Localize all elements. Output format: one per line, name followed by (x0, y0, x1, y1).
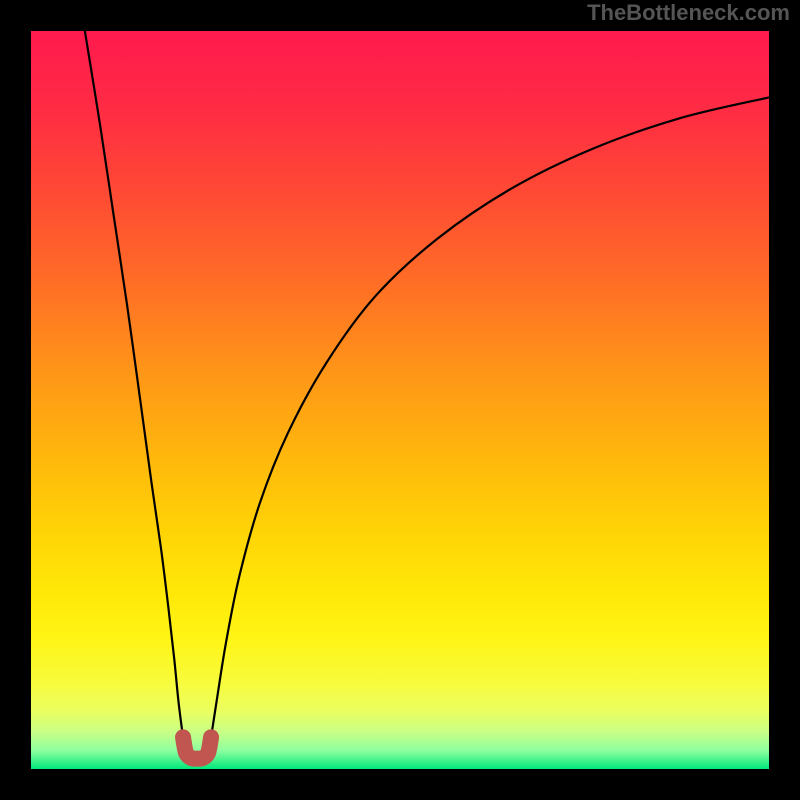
plot-background-gradient (31, 31, 769, 769)
bottleneck-chart (0, 0, 800, 800)
watermark-link[interactable]: TheBottleneck.com (587, 0, 790, 26)
chart-container: TheBottleneck.com (0, 0, 800, 800)
